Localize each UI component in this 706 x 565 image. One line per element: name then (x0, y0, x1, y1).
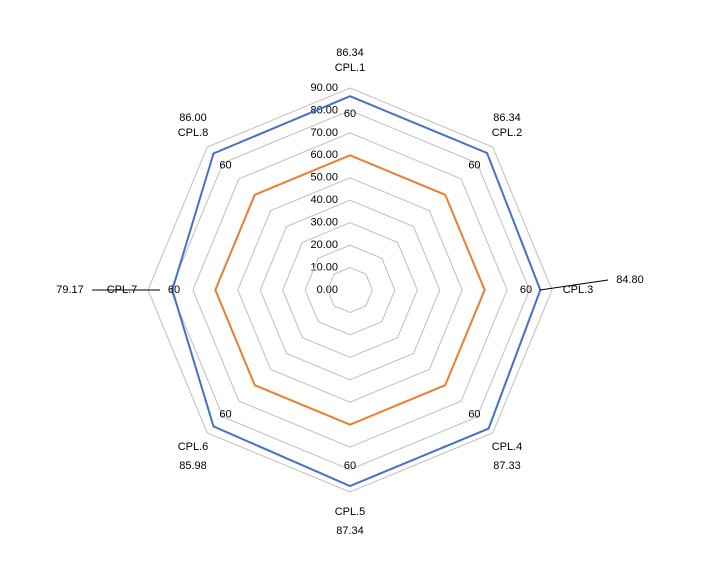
category-label: CPL.6 (178, 441, 209, 453)
grid-line (304, 244, 396, 336)
axis-tick-label: 30.00 (310, 217, 338, 229)
grid-line (327, 267, 373, 313)
data-label: 60 (219, 159, 231, 171)
category-label: CPL.7 (107, 284, 138, 296)
axis-tick-label: 50.00 (310, 172, 338, 184)
leader-line (539, 279, 609, 291)
data-label: 60 (344, 460, 356, 472)
axis-tick-label: 20.00 (310, 239, 338, 251)
data-label: 60 (219, 408, 231, 420)
axis-tick-label: 80.00 (310, 104, 338, 116)
data-label: 87.34 (336, 525, 364, 537)
data-label: 79.17 (56, 284, 84, 296)
axis-tick-label: 60.00 (310, 149, 338, 161)
grid-line (192, 132, 508, 448)
category-label: CPL.4 (492, 441, 523, 453)
data-label: 60 (344, 108, 356, 120)
category-label: CPL.5 (335, 506, 366, 518)
category-label: CPL.1 (335, 62, 366, 74)
series-line (171, 95, 542, 488)
grid-line (282, 222, 418, 358)
data-label: 84.80 (616, 274, 644, 286)
axis-tick-label: 70.00 (310, 127, 338, 139)
data-label: 86.34 (336, 47, 364, 59)
data-label: 60 (468, 408, 480, 420)
data-label: 60 (468, 159, 480, 171)
grid-line (237, 177, 463, 403)
grid-line (214, 154, 486, 426)
axis-tick-label: 10.00 (310, 261, 338, 273)
data-label: 86.34 (493, 112, 521, 124)
axis-tick-label: 40.00 (310, 194, 338, 206)
grid-line (259, 199, 441, 381)
series-line (214, 154, 486, 426)
category-label: CPL.2 (492, 127, 523, 139)
data-label: 87.33 (493, 460, 521, 472)
data-label: 60 (520, 284, 532, 296)
data-label: 60 (168, 284, 180, 296)
grid-line (147, 87, 553, 493)
category-label: CPL.3 (563, 284, 594, 296)
axis-tick-label: 90.00 (310, 82, 338, 94)
grid-line (169, 109, 531, 471)
data-label: 86.00 (179, 112, 207, 124)
data-label: 85.98 (179, 460, 207, 472)
category-label: CPL.8 (178, 127, 209, 139)
